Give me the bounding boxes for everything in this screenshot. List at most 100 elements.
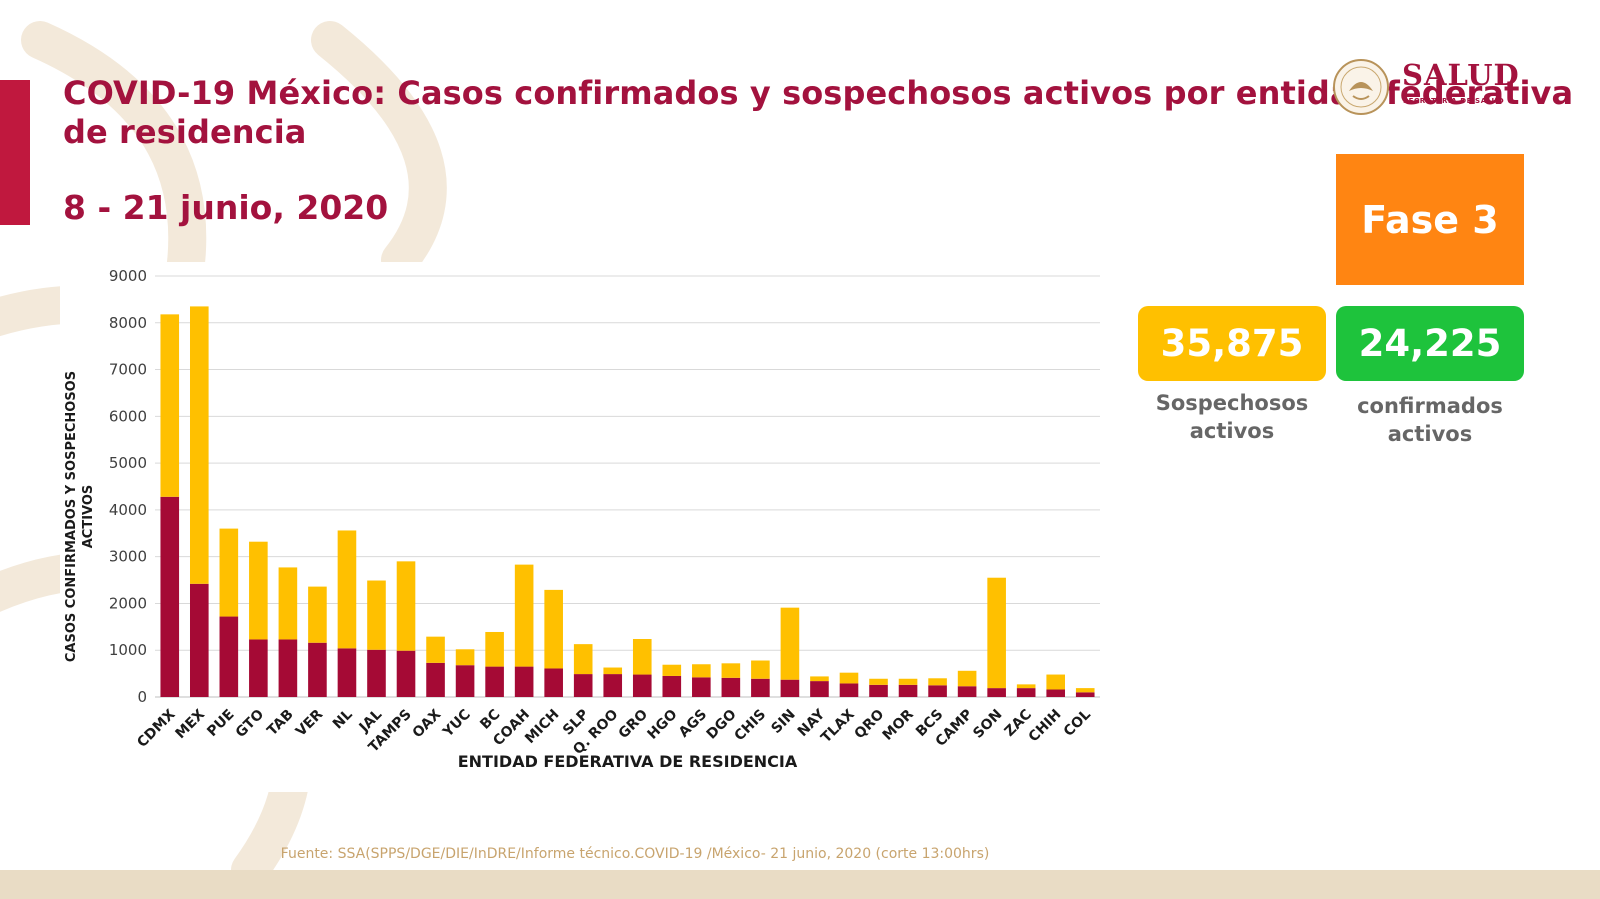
y-tick-label: 4000: [109, 501, 147, 519]
bar-suspected: [455, 649, 475, 666]
bar-suspected: [189, 306, 209, 584]
bar-suspected: [219, 528, 239, 617]
bar-confirmed: [367, 649, 386, 697]
bar-confirmed: [337, 648, 357, 697]
y-tick-label: 7000: [109, 361, 147, 379]
bar-confirmed: [839, 683, 859, 697]
bar-confirmed: [810, 681, 829, 697]
bar-suspected: [160, 314, 180, 497]
bar-confirmed: [396, 650, 416, 697]
bar-confirmed: [869, 684, 888, 697]
y-tick-label: 3000: [109, 548, 147, 566]
bar-suspected: [662, 664, 682, 676]
x-tick-label: TLAX: [818, 706, 858, 746]
confirmed-count-badge: 24,225: [1336, 306, 1524, 381]
bar-suspected: [249, 541, 268, 640]
bar-confirmed: [308, 642, 327, 697]
bar-suspected: [514, 564, 534, 667]
bar-confirmed: [426, 662, 445, 697]
bar-confirmed: [751, 678, 770, 697]
bar-suspected: [751, 660, 770, 679]
bar-confirmed: [957, 686, 977, 697]
bar-suspected: [810, 676, 829, 682]
x-tick-label: CHIH: [1026, 707, 1065, 746]
bar-confirmed: [219, 616, 239, 697]
x-axis-title: ENTIDAD FEDERATIVA DE RESIDENCIA: [458, 752, 798, 771]
bar-suspected: [957, 670, 977, 687]
bar-confirmed: [189, 583, 209, 697]
x-tick-label: YUC: [439, 707, 473, 741]
x-tick-label: TAB: [264, 707, 297, 740]
bar-suspected: [1075, 688, 1095, 693]
bar-confirmed: [278, 639, 298, 697]
x-tick-label: SON: [970, 707, 1005, 742]
phase-badge: Fase 3: [1336, 154, 1524, 285]
bar-confirmed: [692, 677, 711, 697]
confirmed-label: confirmados activos: [1357, 394, 1503, 446]
x-tick-label: QRO: [852, 706, 888, 742]
y-axis-title: CASOS CONFIRMADOS Y SOSPECHOSOS ACTIVOS: [64, 371, 96, 662]
bar-suspected: [603, 667, 623, 675]
bar-confirmed: [928, 685, 947, 697]
bar-confirmed: [249, 639, 268, 697]
bar-confirmed: [544, 668, 563, 697]
bar-suspected: [396, 561, 416, 651]
bar-suspected: [573, 644, 593, 675]
date-range: 8 - 21 junio, 2020: [63, 188, 389, 227]
bar-suspected: [426, 636, 445, 663]
bar-suspected: [1046, 674, 1066, 690]
suspected-count-badge: 35,875: [1138, 306, 1326, 381]
y-tick-label: 2000: [109, 594, 147, 612]
y-tick-label: 6000: [109, 407, 147, 425]
bar-suspected: [632, 638, 652, 675]
salud-subtitle: SECRETARÍA DE SALUD: [1403, 97, 1505, 105]
bar-confirmed: [632, 674, 652, 697]
x-tick-label: CDMX: [134, 706, 178, 750]
x-tick-label: HGO: [644, 706, 680, 742]
y-axis-title-line: ACTIVOS: [81, 485, 96, 549]
x-tick-label: NL: [330, 706, 356, 732]
bar-suspected: [544, 589, 563, 669]
x-tick-label: AGS: [676, 707, 710, 741]
x-tick-label: MEX: [173, 706, 209, 742]
x-tick-label: COL: [1061, 706, 1094, 739]
footer-band: [0, 870, 1600, 899]
x-tick-label: DGO: [704, 706, 740, 742]
bar-suspected: [337, 530, 357, 649]
y-axis-title-line: CASOS CONFIRMADOS Y SOSPECHOSOS: [64, 371, 79, 662]
accent-bar: [0, 80, 30, 225]
x-tick-label: GRO: [616, 706, 652, 742]
bar-confirmed: [1016, 688, 1036, 697]
bar-confirmed: [987, 688, 1006, 697]
page-title: COVID-19 México: Casos confirmados y sos…: [63, 74, 1574, 151]
bar-suspected: [987, 577, 1006, 689]
bar-confirmed: [662, 675, 682, 697]
y-tick-label: 8000: [109, 314, 147, 332]
bar-suspected: [692, 664, 711, 678]
y-tick-label: 1000: [109, 641, 147, 659]
x-tick-label: PUE: [204, 707, 237, 740]
y-tick-label: 5000: [109, 454, 147, 472]
bar-suspected: [780, 607, 800, 680]
bar-suspected: [1016, 684, 1036, 689]
y-tick-label: 9000: [109, 267, 147, 285]
bar-suspected: [898, 678, 918, 685]
bar-confirmed: [603, 674, 623, 697]
source-note: Fuente: SSA(SPPS/DGE/DIE/InDRE/Informe t…: [280, 846, 990, 862]
bar-suspected: [928, 678, 947, 686]
x-tick-label: MOR: [880, 706, 917, 743]
salud-logo: SALUD SECRETARÍA DE SALUD: [1332, 56, 1532, 118]
bar-confirmed: [721, 677, 741, 697]
bar-suspected: [839, 672, 859, 684]
bar-suspected: [278, 567, 298, 640]
bar-confirmed: [514, 666, 534, 697]
x-tick-label: OAX: [410, 706, 445, 741]
chart-panel: 0 1000 2000 3000 4000 5000 6000 7000 8000 9000 CDM…: [60, 262, 1110, 792]
bar-suspected: [869, 678, 888, 685]
x-tick-label: VER: [293, 706, 327, 740]
suspected-label: Sospechosos activos: [1155, 391, 1309, 443]
bar-confirmed: [455, 665, 475, 697]
mexico-seal-icon: [1333, 59, 1389, 115]
bar-confirmed: [1046, 689, 1066, 697]
salud-wordmark: SALUD: [1402, 58, 1520, 92]
